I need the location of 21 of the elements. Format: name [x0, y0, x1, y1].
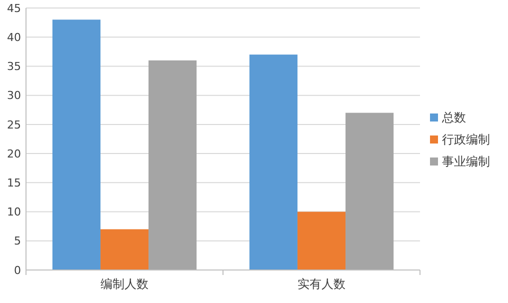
bar — [52, 20, 100, 270]
y-tick-label: 10 — [7, 206, 21, 219]
legend-label: 总数 — [441, 110, 466, 124]
bar — [249, 54, 298, 270]
bar — [148, 60, 197, 270]
bar — [100, 229, 149, 270]
y-tick-label: 45 — [7, 2, 21, 15]
y-tick-label: 15 — [7, 176, 21, 190]
y-tick-label: 35 — [7, 60, 21, 74]
bar — [346, 112, 394, 270]
y-tick-label: 5 — [14, 234, 21, 248]
bar — [297, 212, 346, 270]
y-tick-label: 20 — [7, 147, 21, 160]
y-tick-label: 25 — [7, 118, 21, 132]
legend-label: 事业编制 — [442, 154, 490, 168]
x-tick-label: 实有人数 — [298, 277, 346, 291]
x-tick-label: 编制人数 — [100, 277, 148, 291]
y-tick-label: 40 — [7, 30, 21, 44]
y-tick-label: 0 — [14, 264, 21, 277]
y-tick-label: 30 — [7, 89, 21, 102]
legend-label: 行政编制 — [442, 132, 490, 146]
